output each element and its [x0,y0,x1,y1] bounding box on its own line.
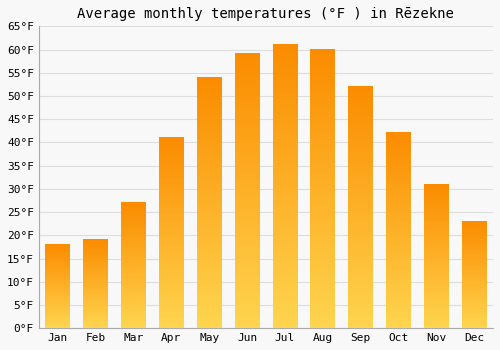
Title: Average monthly temperatures (°F ) in Rēzekne: Average monthly temperatures (°F ) in Rē… [78,7,454,21]
